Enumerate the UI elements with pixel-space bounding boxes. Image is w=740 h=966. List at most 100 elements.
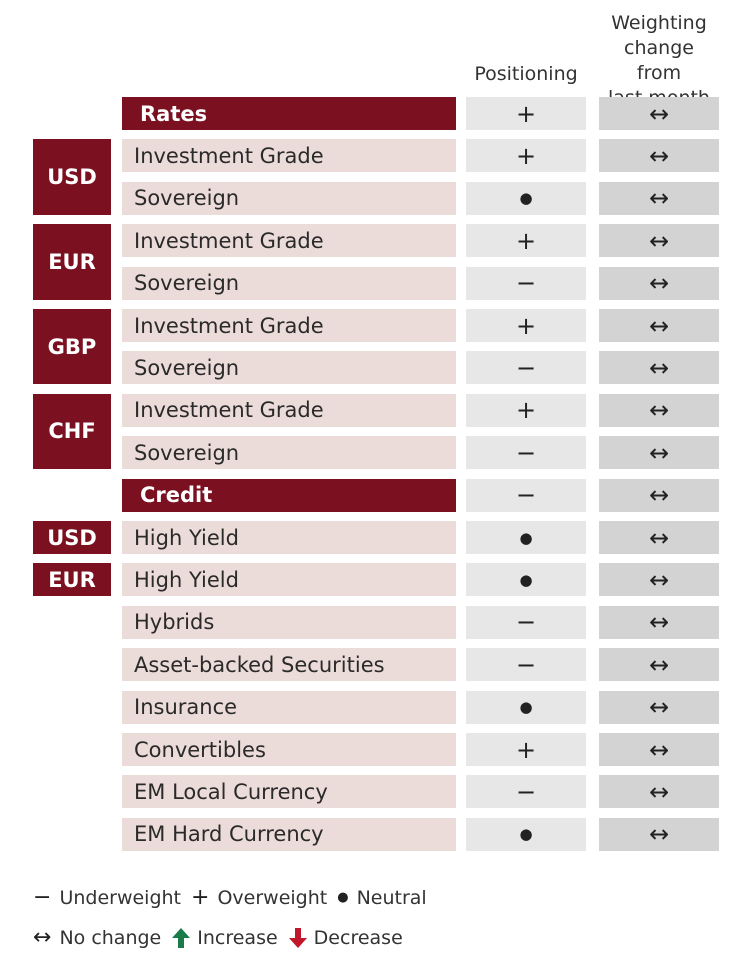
row-label: Insurance bbox=[122, 690, 456, 724]
plus-icon: + bbox=[515, 735, 537, 764]
plus-icon: + bbox=[515, 396, 537, 425]
minus-icon: − bbox=[515, 481, 537, 510]
decrease-arrow-icon bbox=[288, 927, 307, 948]
row-label: Investment Grade bbox=[122, 309, 456, 342]
minus-icon: − bbox=[515, 777, 537, 806]
header-positioning: Positioning bbox=[474, 63, 578, 85]
section-positioning-cell: + bbox=[466, 97, 586, 130]
minus-icon: − bbox=[515, 608, 537, 637]
change-cell: ↔ bbox=[599, 224, 719, 258]
row-label: Sovereign bbox=[122, 436, 456, 470]
change-cell: ↔ bbox=[599, 266, 719, 300]
positioning-cell: + bbox=[466, 393, 586, 427]
dot-icon: ● bbox=[519, 189, 533, 208]
change-cell: ↔ bbox=[599, 351, 719, 385]
positioning-cell: + bbox=[466, 224, 586, 258]
plus-icon: + bbox=[191, 885, 210, 910]
legend-increase: Increase bbox=[171, 926, 278, 949]
positioning-cell: + bbox=[466, 139, 586, 173]
minus-icon: − bbox=[33, 885, 52, 910]
minus-icon: − bbox=[515, 650, 537, 679]
positioning-cell: ● bbox=[466, 181, 586, 215]
double-arrow-icon: ↔ bbox=[648, 735, 670, 764]
double-arrow-icon: ↔ bbox=[648, 226, 670, 255]
currency-label: CHF bbox=[33, 393, 111, 470]
plus-icon: + bbox=[515, 141, 537, 170]
positioning-cell: ● bbox=[466, 521, 586, 554]
section-positioning-cell: − bbox=[466, 478, 586, 512]
section-change-cell: ↔ bbox=[599, 97, 719, 130]
double-arrow-icon: ↔ bbox=[648, 269, 670, 298]
double-arrow-icon: ↔ bbox=[648, 396, 670, 425]
double-arrow-icon: ↔ bbox=[648, 650, 670, 679]
change-cell: ↔ bbox=[599, 309, 719, 342]
dot-icon: ● bbox=[519, 528, 533, 547]
legend-decrease: Decrease bbox=[288, 927, 403, 949]
double-arrow-icon: ↔ bbox=[33, 925, 52, 950]
minus-icon: − bbox=[515, 269, 537, 298]
dot-icon: ● bbox=[519, 698, 533, 717]
double-arrow-icon: ↔ bbox=[648, 820, 670, 849]
currency-label: EUR bbox=[33, 563, 111, 597]
row-label: Sovereign bbox=[122, 351, 456, 385]
change-cell: ↔ bbox=[599, 436, 719, 470]
header-weighting-change: Weighting change from last month bbox=[599, 11, 719, 111]
currency-label: GBP bbox=[33, 309, 111, 385]
double-arrow-icon: ↔ bbox=[648, 481, 670, 510]
positioning-cell: − bbox=[466, 775, 586, 809]
double-arrow-icon: ↔ bbox=[648, 438, 670, 467]
positioning-cell: ● bbox=[466, 817, 586, 851]
section-header: Rates bbox=[122, 97, 456, 130]
legend-no-change: ↔ No change bbox=[33, 925, 161, 950]
header-change-line-1: Weighting bbox=[611, 12, 707, 34]
row-label: Investment Grade bbox=[122, 393, 456, 427]
double-arrow-icon: ↔ bbox=[648, 777, 670, 806]
legend-decrease-label: Decrease bbox=[313, 926, 403, 949]
double-arrow-icon: ↔ bbox=[648, 311, 670, 340]
positioning-cell: + bbox=[466, 309, 586, 342]
double-arrow-icon: ↔ bbox=[648, 523, 670, 552]
header-change-line-2: change from bbox=[624, 37, 694, 84]
dot-icon: ● bbox=[519, 825, 533, 844]
section-change-cell: ↔ bbox=[599, 478, 719, 512]
double-arrow-icon: ↔ bbox=[648, 184, 670, 213]
dot-icon: ● bbox=[337, 890, 349, 905]
change-cell: ↔ bbox=[599, 605, 719, 639]
double-arrow-icon: ↔ bbox=[648, 565, 670, 594]
positioning-cell: − bbox=[466, 436, 586, 470]
positioning-cell: − bbox=[466, 351, 586, 385]
change-cell: ↔ bbox=[599, 393, 719, 427]
row-label: High Yield bbox=[122, 521, 456, 554]
legend-increase-label: Increase bbox=[197, 926, 278, 949]
legend-overweight: + Overweight bbox=[191, 885, 327, 910]
increase-arrow-icon bbox=[172, 927, 191, 948]
legend-neutral-label: Neutral bbox=[356, 886, 427, 909]
currency-label: USD bbox=[33, 139, 111, 215]
change-cell: ↔ bbox=[599, 563, 719, 597]
change-cell: ↔ bbox=[599, 521, 719, 554]
double-arrow-icon: ↔ bbox=[648, 99, 670, 128]
legend-neutral: ● Neutral bbox=[337, 887, 426, 909]
legend-row-1: − Underweight + Overweight ● Neutral bbox=[33, 885, 437, 910]
change-cell: ↔ bbox=[599, 775, 719, 809]
positioning-cell: − bbox=[466, 266, 586, 300]
row-label: High Yield bbox=[122, 563, 456, 597]
legend-underweight-label: Underweight bbox=[59, 886, 182, 909]
section-header: Credit bbox=[122, 478, 456, 512]
dot-icon: ● bbox=[519, 570, 533, 589]
double-arrow-icon: ↔ bbox=[648, 693, 670, 722]
positioning-cell: + bbox=[466, 733, 586, 766]
row-label: Hybrids bbox=[122, 605, 456, 639]
plus-icon: + bbox=[515, 226, 537, 255]
row-label: Investment Grade bbox=[122, 139, 456, 173]
double-arrow-icon: ↔ bbox=[648, 608, 670, 637]
legend-overweight-label: Overweight bbox=[217, 886, 328, 909]
currency-label: EUR bbox=[33, 224, 111, 300]
change-cell: ↔ bbox=[599, 733, 719, 766]
double-arrow-icon: ↔ bbox=[648, 141, 670, 170]
double-arrow-icon: ↔ bbox=[648, 353, 670, 382]
row-label: Sovereign bbox=[122, 266, 456, 300]
change-cell: ↔ bbox=[599, 817, 719, 851]
legend-no-change-label: No change bbox=[59, 926, 162, 949]
legend-underweight: − Underweight bbox=[33, 885, 181, 910]
